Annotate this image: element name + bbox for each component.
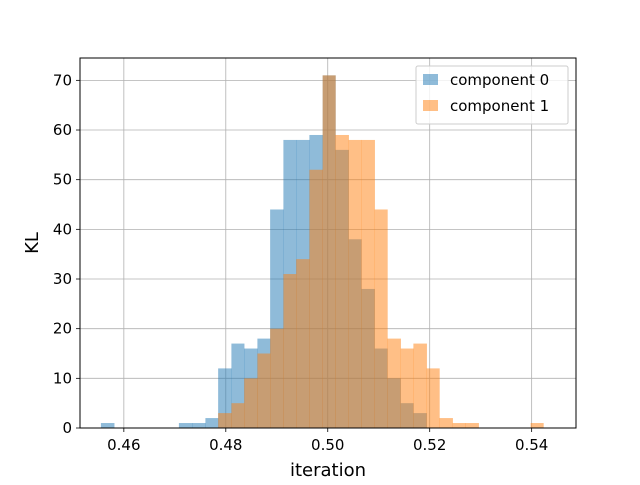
histogram-bar-component-1: [309, 169, 323, 428]
histogram-bar-component-1: [530, 423, 544, 428]
y-tick-label: 0: [62, 419, 72, 437]
histogram-bar-component-1: [439, 418, 453, 428]
x-tick-label: 0.52: [413, 436, 446, 454]
y-tick-label: 40: [53, 220, 72, 238]
histogram-bar-component-0: [205, 418, 219, 428]
histogram-bar-component-1: [374, 209, 388, 428]
y-tick-label: 50: [53, 171, 72, 189]
x-axis-title: iteration: [290, 460, 366, 480]
histogram-bar-component-1: [426, 368, 440, 428]
histogram-bar-component-1: [231, 403, 245, 428]
x-tick-label: 0.48: [209, 436, 242, 454]
histogram-bar-component-1: [244, 378, 258, 428]
histogram-bar-component-1: [361, 139, 375, 429]
histogram-bar-component-0: [100, 423, 115, 428]
y-tick-label: 60: [53, 121, 72, 139]
histogram-bar-component-1: [270, 328, 284, 428]
legend-swatch-component-1: [423, 100, 438, 111]
y-axis-title: KL: [22, 232, 43, 254]
y-tick-label: 70: [53, 71, 72, 89]
histogram-bar-component-0: [178, 423, 193, 428]
legend-swatch-component-0: [423, 74, 438, 85]
histogram-bar-component-1: [452, 423, 466, 428]
x-tick-label: 0.46: [107, 436, 140, 454]
histogram-bar-component-1: [257, 353, 271, 428]
histogram-bar-component-0: [192, 423, 206, 428]
y-tick-label: 30: [53, 270, 72, 288]
histogram-bar-component-1: [322, 75, 336, 428]
histogram-bar-component-1: [465, 423, 479, 428]
histogram-bar-component-1: [400, 348, 414, 428]
histogram-bar-component-1: [413, 343, 427, 428]
histogram-bar-component-1: [335, 134, 349, 428]
legend-label-component-1: component 1: [450, 97, 549, 115]
x-tick-label: 0.50: [311, 436, 344, 454]
y-tick-label: 10: [53, 369, 72, 387]
histogram-bar-component-1: [218, 413, 232, 428]
histogram-bar-component-1: [387, 338, 401, 428]
legend-frame: [415, 65, 569, 125]
legend: component 0 component 1: [415, 65, 569, 125]
legend-label-component-0: component 0: [450, 71, 549, 89]
ticks-layer: 0.46 0.48 0.50 0.52 0.54 0 10 20 30 40 50 60 70: [53, 71, 548, 454]
bars-layer: [100, 75, 544, 429]
y-tick-label: 20: [53, 320, 72, 338]
histogram-bar-component-1: [296, 259, 310, 428]
x-tick-label: 0.54: [515, 436, 548, 454]
histogram-bar-component-1: [348, 139, 362, 429]
histogram-bar-component-1: [283, 274, 297, 428]
